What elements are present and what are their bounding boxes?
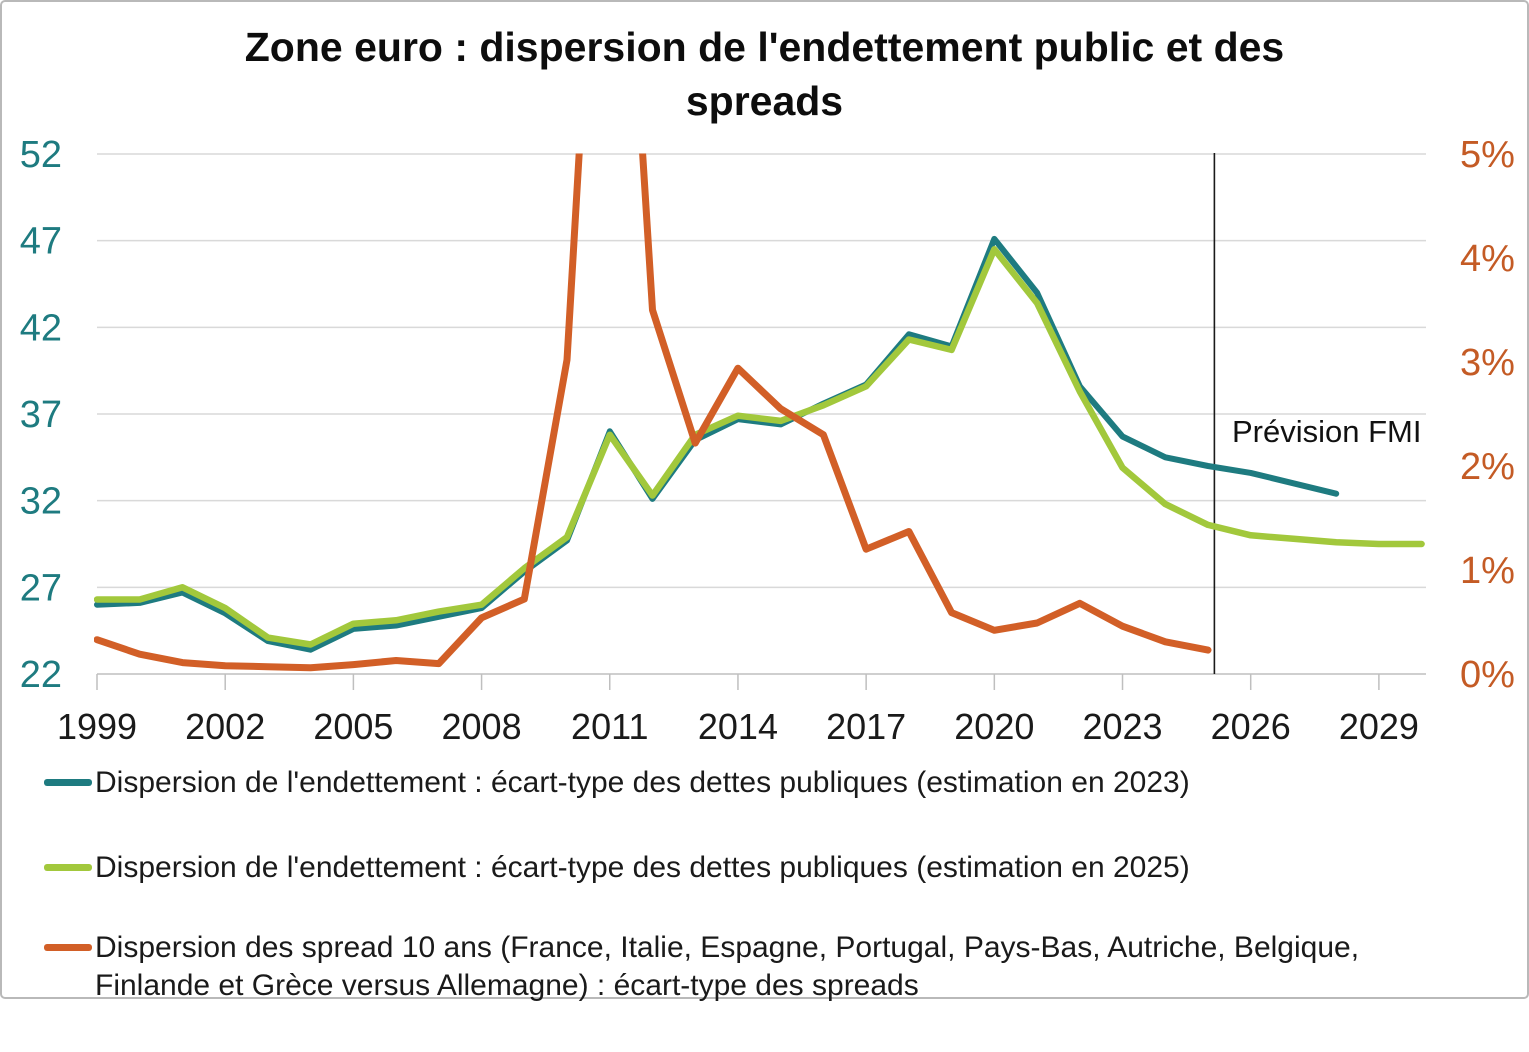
- legend-label-0: Dispersion de l'endettement : écart-type…: [95, 766, 1190, 799]
- series-line-1: [94, 246, 1425, 648]
- legend-item-0: Dispersion de l'endettement : écart-type…: [44, 764, 1511, 802]
- x-axis: [96, 673, 1426, 690]
- legend: Dispersion de l'endettement : écart-type…: [44, 764, 1511, 1052]
- svg-text:2020: 2020: [954, 706, 1034, 747]
- svg-text:2011: 2011: [571, 706, 648, 747]
- svg-text:2029: 2029: [1339, 706, 1419, 747]
- svg-text:22: 22: [20, 654, 62, 696]
- svg-text:0%: 0%: [1460, 654, 1515, 696]
- svg-text:37: 37: [20, 394, 62, 436]
- chart-title-line1: Zone euro : dispersion de l'endettement …: [244, 24, 1285, 70]
- svg-text:1999: 1999: [57, 706, 137, 747]
- svg-text:1%: 1%: [1460, 550, 1515, 592]
- svg-text:32: 32: [20, 481, 62, 523]
- svg-text:2005: 2005: [313, 706, 393, 747]
- svg-text:2023: 2023: [1082, 706, 1162, 747]
- svg-text:3%: 3%: [1460, 342, 1515, 384]
- svg-text:2026: 2026: [1211, 706, 1291, 747]
- chart-title-line2: spreads: [685, 78, 844, 124]
- svg-text:5%: 5%: [1460, 134, 1515, 176]
- series-line-0: [94, 235, 1340, 653]
- svg-text:2002: 2002: [185, 706, 265, 747]
- svg-text:2017: 2017: [826, 706, 906, 747]
- x-axis-labels: 1999 2002 2005 2008 2011 2014 2017 2020 2023 2026…: [57, 706, 1419, 747]
- legend-label-1: Dispersion de l'endettement : écart-type…: [95, 851, 1190, 884]
- legend-item-2: Dispersion des spread 10 ans (France, It…: [44, 929, 1511, 1005]
- svg-text:2%: 2%: [1460, 446, 1515, 488]
- svg-text:2014: 2014: [698, 706, 778, 747]
- svg-text:42: 42: [20, 307, 62, 349]
- legend-swatch-1: [44, 864, 92, 871]
- svg-text:47: 47: [20, 221, 62, 263]
- gridlines: [97, 153, 1426, 589]
- left-axis-labels: 22 27 32 37 42 47 52: [20, 134, 62, 696]
- chart-frame: Zone euro : dispersion de l'endettement …: [0, 0, 1529, 1002]
- legend-label-2: Dispersion des spread 10 ans (France, It…: [95, 931, 1360, 1002]
- svg-text:2008: 2008: [442, 706, 522, 747]
- legend-item-1: Dispersion de l'endettement : écart-type…: [44, 849, 1511, 887]
- svg-text:52: 52: [20, 134, 62, 176]
- series-line-2: [94, 153, 1212, 672]
- right-axis-labels: 0% 1% 2% 3% 4% 5%: [1460, 134, 1515, 696]
- svg-text:4%: 4%: [1460, 238, 1515, 280]
- plot-area: 22 27 32 37 42 47 52 0% 1% 2% 3% 4% 5% 1999 2002 2005 20…: [20, 134, 1515, 747]
- chart-title: Zone euro : dispersion de l'endettement …: [2, 20, 1527, 128]
- legend-swatch-2: [44, 944, 92, 951]
- forecast-annotation: Prévision FMI: [1232, 414, 1422, 449]
- legend-swatch-0: [44, 779, 92, 786]
- svg-text:27: 27: [20, 567, 62, 609]
